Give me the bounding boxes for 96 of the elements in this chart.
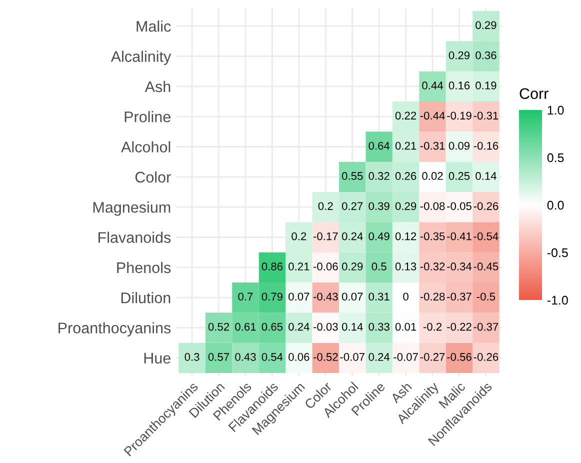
data-label: 0.21 <box>288 262 310 270</box>
data-label: 0.31 <box>368 292 390 301</box>
color-bar-label: -0.5 <box>547 248 568 258</box>
data-label: 0.29 <box>395 202 416 210</box>
data-label: 0.2 <box>292 232 306 240</box>
data-label: 0.7 <box>238 292 253 301</box>
y-tick-label: Alcohol <box>121 141 170 152</box>
data-label: 0.32 <box>368 172 390 180</box>
data-label: -0.27 <box>420 353 445 361</box>
y-tick-label: Proanthocyanins <box>58 322 171 336</box>
data-label: 0.16 <box>448 82 470 90</box>
data-label: 0.52 <box>208 322 230 331</box>
data-label: 0.09 <box>448 142 470 150</box>
data-label: -0.52 <box>313 353 338 361</box>
data-label: -0.03 <box>313 322 338 331</box>
data-label: 0.29 <box>448 51 470 60</box>
data-label: -0.43 <box>313 292 338 301</box>
data-label: 0.79 <box>262 292 282 301</box>
data-label: -0.35 <box>420 232 445 240</box>
data-label: -0.07 <box>340 353 364 361</box>
data-label: -0.05 <box>447 202 472 210</box>
data-label: -0.31 <box>420 142 445 150</box>
data-label: 0.01 <box>395 322 416 331</box>
data-label: 0.19 <box>476 82 496 90</box>
y-tick-label: Magnesium <box>93 202 170 216</box>
data-label: 0.26 <box>395 172 416 180</box>
data-label: 0.07 <box>288 292 310 301</box>
data-label: -0.54 <box>474 232 498 240</box>
data-label: -0.16 <box>474 142 498 150</box>
data-label: 0.33 <box>368 322 390 331</box>
data-label: -0.34 <box>447 262 472 270</box>
data-label: 0.54 <box>262 353 283 361</box>
color-bar-label: 1.0 <box>548 106 564 115</box>
data-label: -0.41 <box>447 232 472 240</box>
data-label: 0.36 <box>476 51 496 60</box>
data-label: 0.14 <box>476 172 496 180</box>
color-bar-title: Corr <box>520 88 548 100</box>
y-tick-label: Alcalinity <box>110 50 172 65</box>
y-tick-label: Ash <box>144 80 170 92</box>
data-label: 0.02 <box>422 172 443 180</box>
data-label: 0.2 <box>318 202 333 210</box>
data-label: 0.27 <box>342 202 363 210</box>
data-label: -0.56 <box>447 353 472 361</box>
color-bar-label: -1.0 <box>547 296 568 305</box>
data-label: 0.24 <box>368 353 390 361</box>
y-tick-label: Phenols <box>117 262 171 274</box>
data-label: 0.55 <box>342 172 363 180</box>
data-label: 0.21 <box>395 142 416 150</box>
data-label: 0.65 <box>262 322 283 331</box>
data-label: 0.61 <box>235 322 256 331</box>
data-label: 0.07 <box>342 292 363 301</box>
data-label: -0.22 <box>447 322 472 331</box>
data-label: -0.08 <box>420 202 445 210</box>
data-label: 0.44 <box>422 82 444 90</box>
color-bar-label: 0.0 <box>547 200 564 210</box>
data-label: 0.25 <box>448 172 470 180</box>
data-label: -0.07 <box>394 353 418 361</box>
data-label: 0.43 <box>235 353 256 361</box>
data-label: 0.49 <box>368 232 390 240</box>
data-label: -0.37 <box>447 292 472 301</box>
data-label: -0.44 <box>420 112 445 120</box>
data-label: -0.26 <box>474 353 498 361</box>
data-label: 0.3 <box>184 353 200 361</box>
data-label: 0.06 <box>288 353 310 361</box>
color-bar-label: 0.5 <box>547 153 564 162</box>
data-label: -0.32 <box>420 262 445 270</box>
y-tick-label: Malic <box>136 20 171 32</box>
data-label: 0.39 <box>368 202 390 210</box>
data-label: -0.06 <box>313 262 338 270</box>
data-label: 0.57 <box>208 353 230 361</box>
y-tick-label: Color <box>135 171 171 183</box>
y-tick-label: Proline <box>124 111 170 122</box>
y-tick-label: Flavanoids <box>98 232 171 243</box>
data-label: 0 <box>403 292 408 301</box>
data-label: 0.12 <box>395 232 416 240</box>
data-label: -0.17 <box>313 232 338 240</box>
data-label: -0.45 <box>474 262 498 270</box>
data-label: 0.14 <box>342 322 363 331</box>
data-label: 0.24 <box>342 232 363 240</box>
data-label: -0.19 <box>447 112 472 120</box>
data-label: 0.22 <box>395 112 416 120</box>
data-label: -0.26 <box>474 202 498 210</box>
data-label: 0.86 <box>262 262 283 270</box>
data-label: -0.2 <box>423 322 442 331</box>
data-label: -0.28 <box>420 292 445 301</box>
data-label: 0.29 <box>476 21 496 30</box>
data-label: 0.24 <box>288 322 310 331</box>
data-label: -0.5 <box>476 292 496 301</box>
y-tick-label: Hue <box>144 352 170 364</box>
data-label: 0.5 <box>372 262 386 270</box>
y-tick-label: Dilution <box>121 292 170 304</box>
data-label: -0.37 <box>474 322 498 331</box>
data-label: 0.29 <box>342 262 363 270</box>
data-label: -0.31 <box>474 112 498 120</box>
data-label: 0.64 <box>368 142 390 150</box>
data-label: 0.13 <box>395 262 416 270</box>
